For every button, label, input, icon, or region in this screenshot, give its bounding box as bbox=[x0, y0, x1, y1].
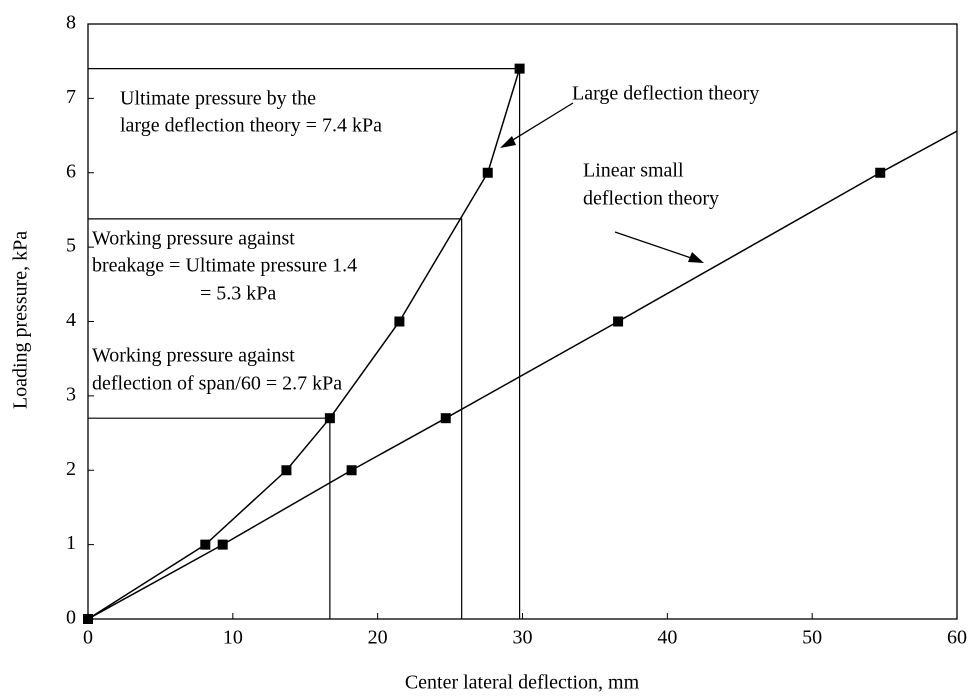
x-tick-label: 10 bbox=[223, 627, 243, 649]
y-tick-label: 5 bbox=[66, 235, 76, 257]
marker bbox=[482, 167, 493, 178]
x-tick-label: 20 bbox=[368, 627, 388, 649]
marker bbox=[324, 413, 335, 424]
y-tick-label: 8 bbox=[66, 12, 76, 34]
arrow bbox=[614, 231, 701, 262]
annotation: deflection theory bbox=[583, 188, 719, 210]
x-tick-label: 40 bbox=[657, 627, 677, 649]
annotation: deflection of span/60 = 2.7 kPa bbox=[92, 373, 342, 395]
marker bbox=[394, 316, 405, 327]
annotation: Linear small bbox=[583, 160, 684, 182]
y-tick-label: 0 bbox=[66, 607, 76, 629]
x-tick-label: 50 bbox=[802, 627, 822, 649]
y-tick-label: 2 bbox=[66, 458, 76, 480]
arrow-head bbox=[500, 136, 516, 148]
marker bbox=[83, 614, 93, 624]
y-tick-label: 7 bbox=[66, 86, 76, 108]
annotation: = 5.3 kPa bbox=[200, 283, 276, 305]
marker bbox=[200, 539, 211, 550]
marker bbox=[217, 539, 228, 550]
x-axis-label: Center lateral deflection, mm bbox=[405, 672, 640, 694]
annotation: breakage = Ultimate pressure 1.4 bbox=[92, 255, 357, 277]
reference-line bbox=[88, 218, 463, 619]
marker bbox=[875, 167, 886, 178]
annotation: large deflection theory = 7.4 kPa bbox=[120, 115, 382, 137]
arrow bbox=[502, 102, 574, 147]
x-tick-label: 30 bbox=[513, 627, 533, 649]
x-tick-label: 0 bbox=[83, 627, 93, 649]
marker bbox=[440, 413, 451, 424]
y-tick-label: 1 bbox=[66, 532, 76, 554]
plot-frame bbox=[87, 23, 958, 620]
annotation: Working pressure against bbox=[92, 345, 295, 367]
marker bbox=[346, 465, 357, 476]
arrow-head bbox=[688, 252, 704, 263]
marker bbox=[514, 63, 525, 74]
annotation: Working pressure against bbox=[92, 228, 295, 250]
y-tick-label: 4 bbox=[66, 309, 76, 331]
x-tick-label: 60 bbox=[947, 627, 967, 649]
marker bbox=[281, 465, 292, 476]
y-tick-label: 3 bbox=[66, 383, 76, 405]
annotation: Large deflection theory bbox=[572, 83, 759, 105]
y-tick-label: 6 bbox=[66, 160, 76, 182]
annotation: Ultimate pressure by the bbox=[120, 88, 316, 110]
reference-line bbox=[88, 417, 331, 619]
marker bbox=[613, 316, 624, 327]
y-axis-label: Loading pressure, kPa bbox=[10, 231, 32, 409]
